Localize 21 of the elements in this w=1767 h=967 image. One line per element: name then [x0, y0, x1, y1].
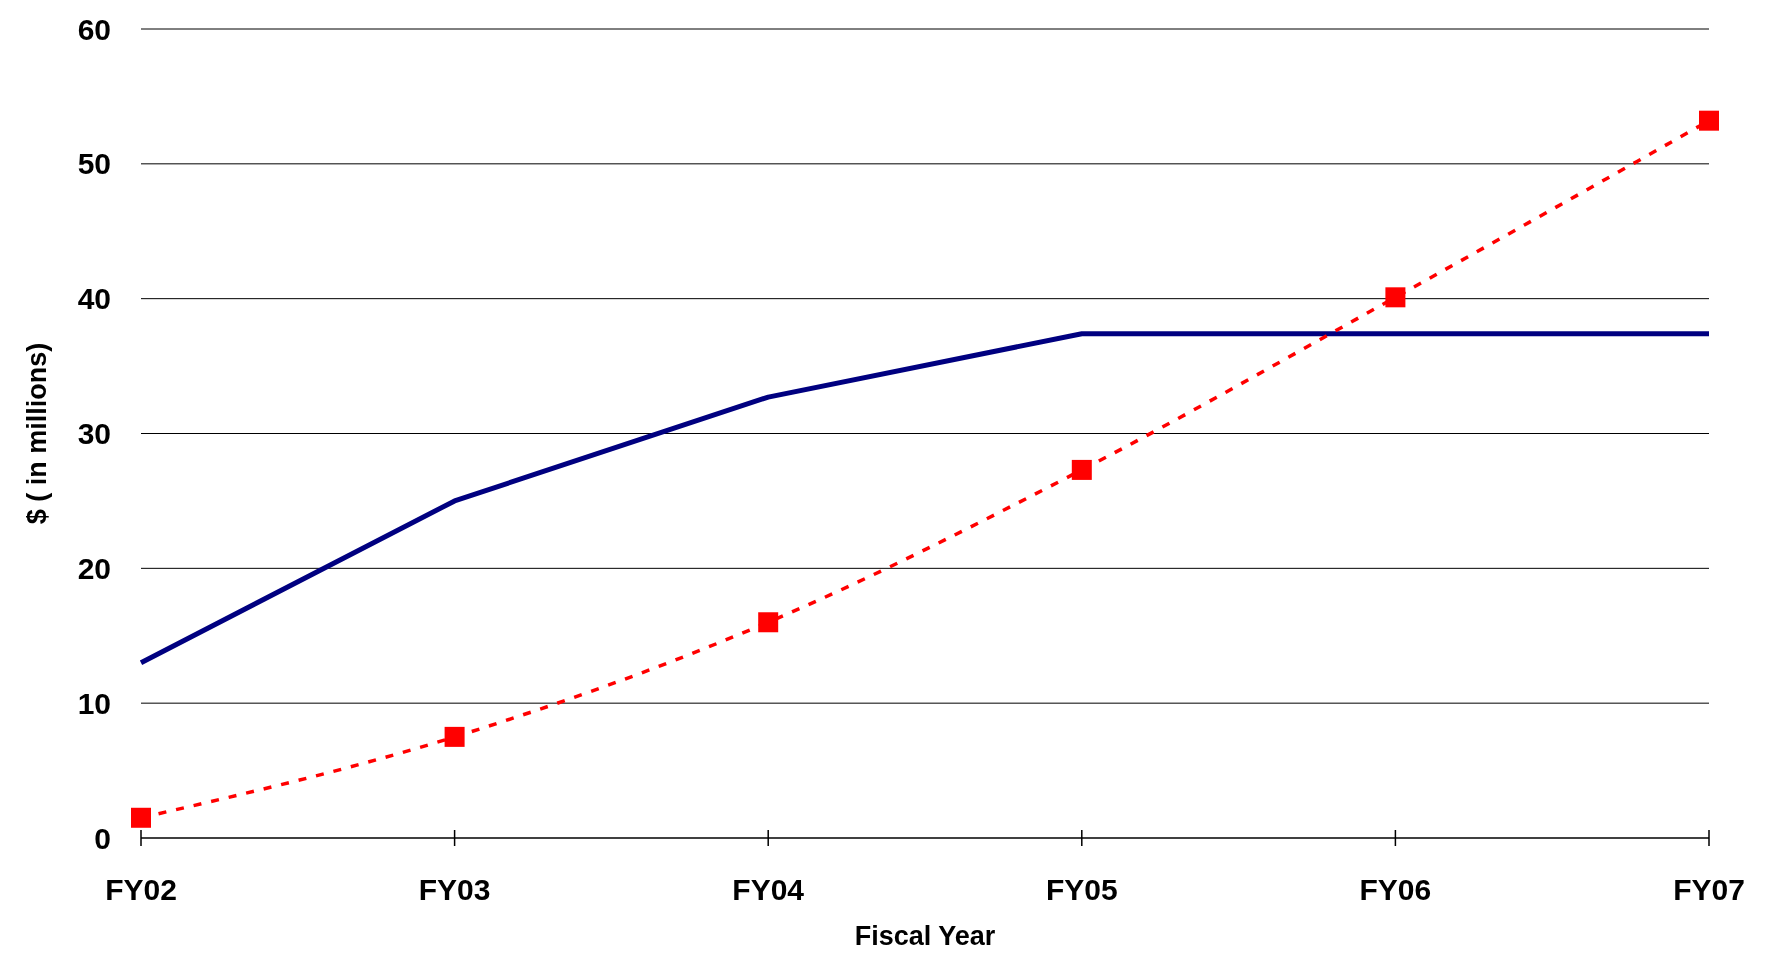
point — [1071, 459, 1092, 480]
y-tick-label: 50 — [77, 147, 111, 181]
x-tick-label: FY02 — [105, 873, 177, 906]
point — [1385, 287, 1406, 308]
x-tick-label: FY05 — [1045, 873, 1118, 906]
x-tick-label: FY03 — [418, 873, 491, 906]
y-tick-label: 0 — [94, 821, 111, 855]
y-tick-label: 60 — [77, 12, 111, 46]
y-tick-label: 40 — [77, 282, 111, 316]
y-tick-label: 30 — [77, 417, 111, 450]
y-tick-label: 10 — [77, 686, 111, 720]
x-axis-title: Fiscal Year — [854, 921, 996, 951]
x-tick-label: FY07 — [1673, 873, 1745, 906]
point — [444, 726, 465, 747]
point — [131, 807, 151, 828]
y-axis-title: $ ( in millions) — [22, 342, 52, 525]
point — [1699, 110, 1719, 131]
point — [758, 612, 779, 633]
y-tick-label: 20 — [77, 551, 111, 585]
x-tick-label: FY04 — [732, 873, 805, 906]
x-tick-label: FY06 — [1359, 873, 1432, 906]
